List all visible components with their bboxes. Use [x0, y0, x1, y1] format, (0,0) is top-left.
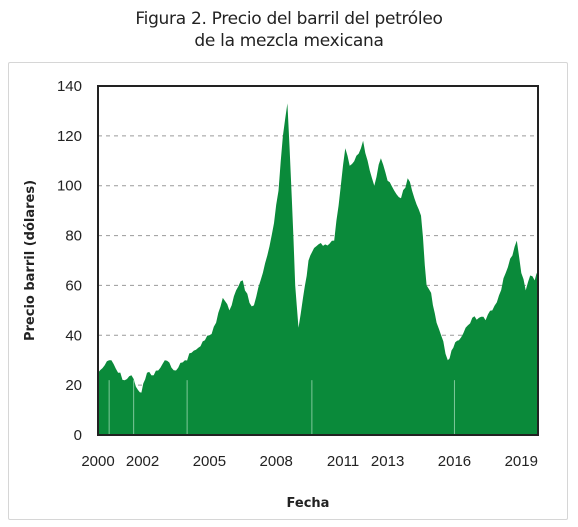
x-tick-label: 2013 — [371, 453, 404, 470]
x-tick-label: 2019 — [505, 453, 538, 470]
y-tick-label: 100 — [57, 178, 82, 195]
x-tick-label: 2005 — [193, 453, 226, 470]
chart-frame — [8, 62, 568, 520]
chart-title-line-1: Figura 2. Precio del barril del petróleo — [135, 9, 443, 29]
y-tick-label: 40 — [65, 327, 82, 344]
plot-border — [97, 85, 539, 436]
y-tick-label: 120 — [57, 128, 82, 145]
x-axis-label: Fecha — [287, 496, 330, 511]
x-tick-label: 2000 — [81, 453, 114, 470]
x-tick-labels: 2000 2002 2005 2008 2011 2013 2016 2019 — [81, 453, 538, 470]
x-tick-label: 2008 — [260, 453, 293, 470]
y-axis-label: Precio barril (dólares) — [23, 180, 38, 341]
x-tick-label: 2002 — [126, 453, 159, 470]
price-area — [98, 103, 538, 436]
x-tick-label: 2016 — [438, 453, 471, 470]
y-tick-label: 80 — [65, 228, 82, 245]
y-tick-labels: 0 20 40 60 80 100 120 140 — [57, 78, 82, 444]
y-tick-label: 140 — [57, 78, 82, 95]
y-tick-label: 60 — [65, 277, 82, 294]
chart-title: Figura 2. Precio del barril del petróleo… — [0, 8, 578, 52]
y-tick-label: 0 — [74, 427, 82, 444]
chart-title-line-2: de la mezcla mexicana — [194, 31, 384, 51]
x-tick-label: 2011 — [327, 453, 359, 470]
area-gaps — [108, 380, 455, 435]
y-tick-label: 20 — [65, 377, 82, 394]
